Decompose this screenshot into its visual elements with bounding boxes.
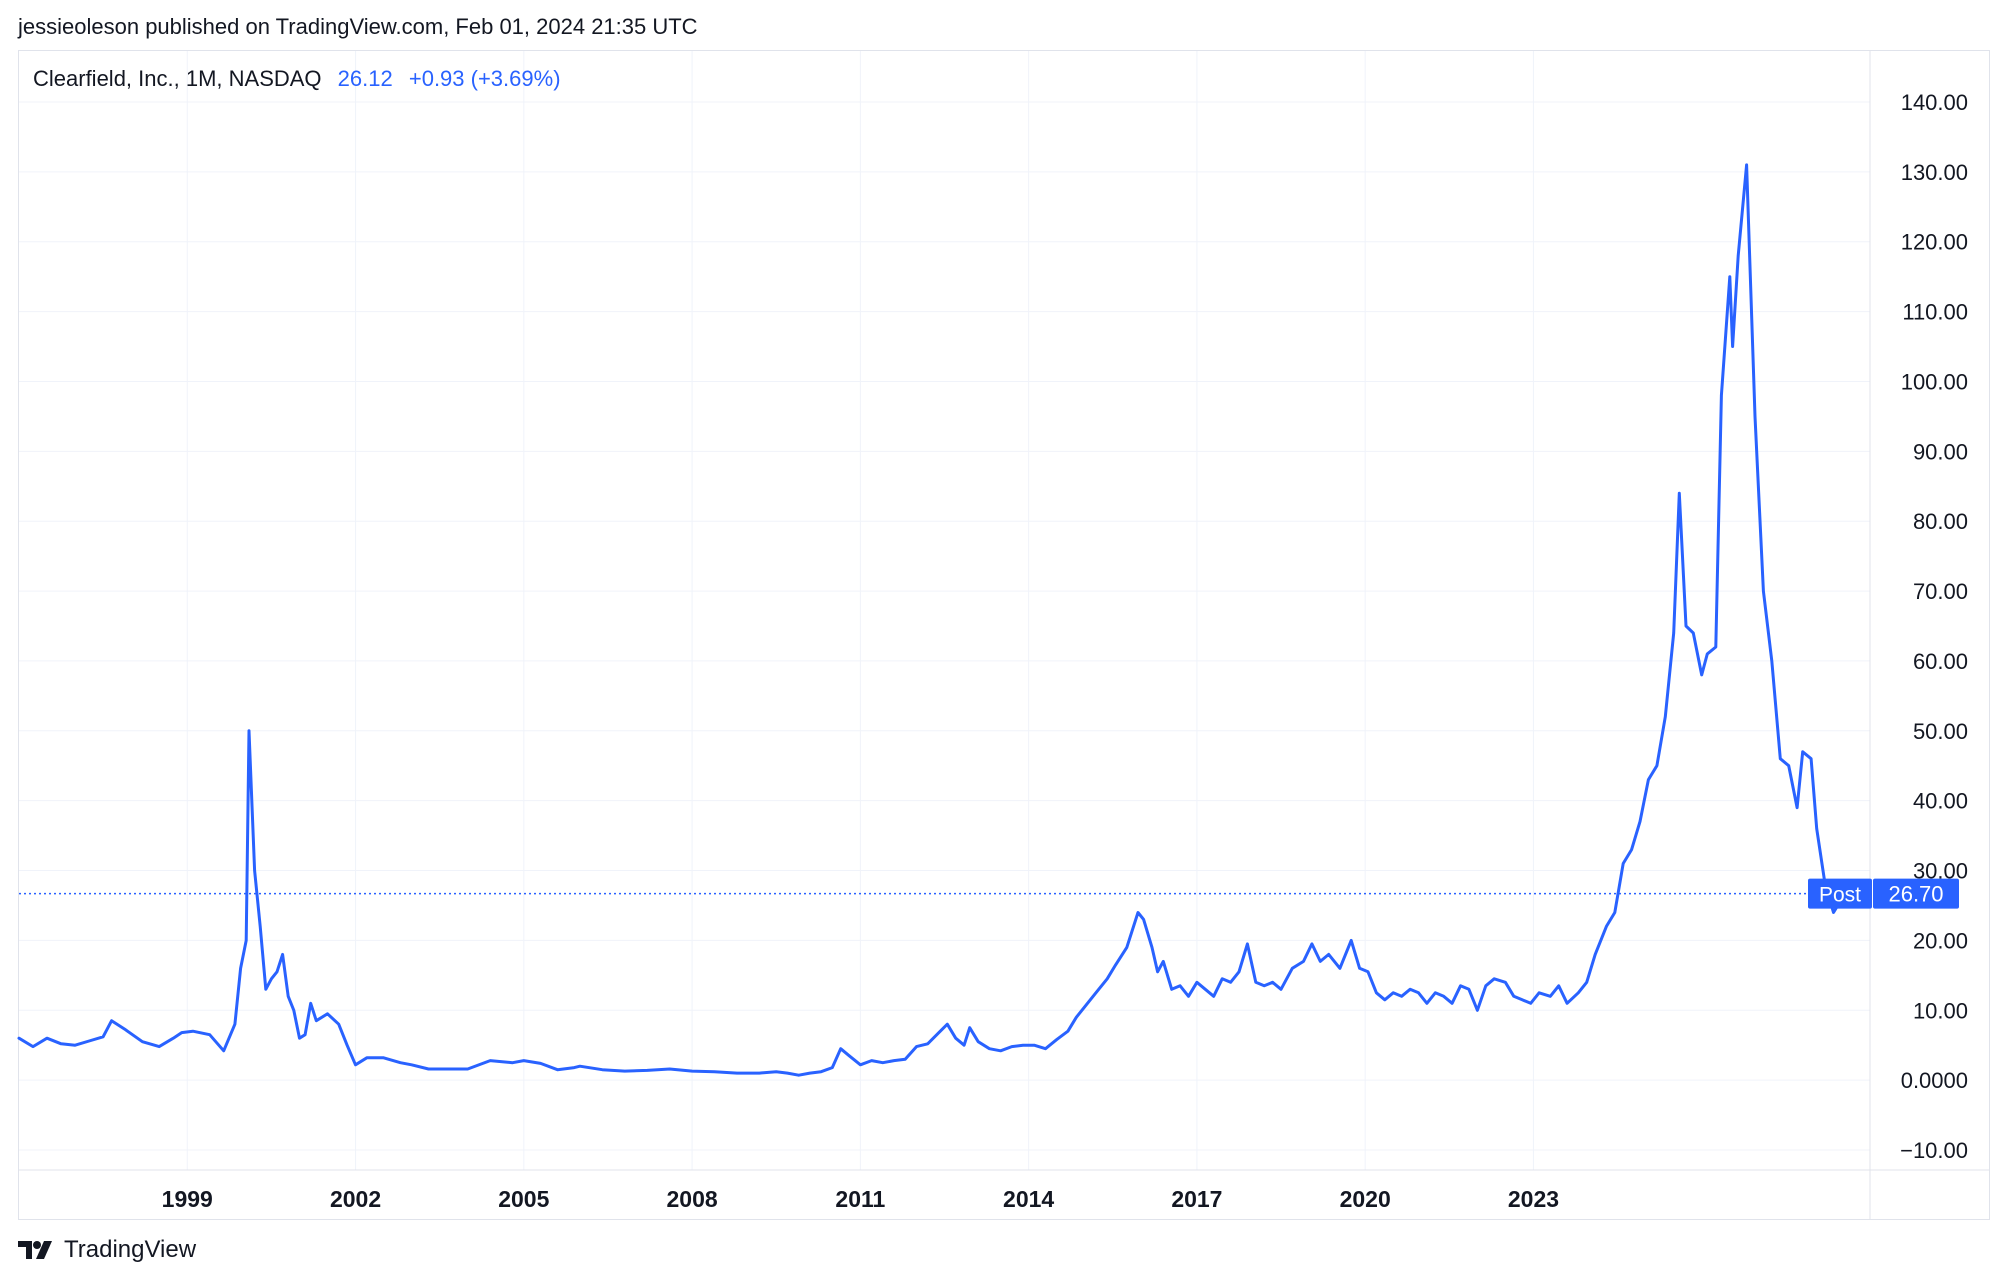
- x-tick-label: 2023: [1508, 1186, 1559, 1212]
- x-tick-label: 2008: [667, 1186, 718, 1212]
- y-tick-label: 80.00: [1913, 509, 1968, 534]
- y-tick-label: 10.00: [1913, 998, 1968, 1023]
- y-tick-label: 90.00: [1913, 439, 1968, 464]
- y-tick-label: 60.00: [1913, 649, 1968, 674]
- y-tick-label: −10.00: [1900, 1138, 1968, 1163]
- y-tick-label: 100.00: [1901, 369, 1968, 394]
- y-tick-label: 130.00: [1901, 160, 1968, 185]
- x-tick-label: 2005: [498, 1186, 549, 1212]
- post-tag-label: Post: [1819, 884, 1861, 907]
- chart-legend: Clearfield, Inc., 1M, NASDAQ 26.12 +0.93…: [33, 66, 561, 92]
- y-tick-label: 120.00: [1901, 230, 1968, 255]
- y-tick-label: 70.00: [1913, 579, 1968, 604]
- legend-change: +0.93 (+3.69%): [408, 66, 561, 91]
- y-tick-label: 50.00: [1913, 719, 1968, 744]
- price-axis-value: 26.70: [1888, 882, 1943, 907]
- published-info: jessieoleson published on TradingView.co…: [18, 14, 698, 39]
- x-tick-label: 2011: [835, 1186, 885, 1212]
- y-tick-label: 40.00: [1913, 789, 1968, 814]
- y-tick-label: 110.00: [1902, 300, 1968, 325]
- x-tick-label: 2014: [1003, 1186, 1054, 1212]
- footer-brand[interactable]: TradingView: [18, 1236, 196, 1264]
- x-tick-label: 1999: [162, 1186, 213, 1212]
- y-tick-label: 0.0000: [1901, 1068, 1968, 1093]
- x-tick-label: 2002: [330, 1186, 381, 1212]
- chart-frame: [18, 50, 1990, 1220]
- post-tag: [1808, 878, 1872, 909]
- footer-brand-label: TradingView: [64, 1236, 197, 1263]
- legend-symbol: Clearfield, Inc., 1M, NASDAQ: [33, 66, 322, 91]
- legend-last-price: 26.12: [337, 66, 393, 91]
- y-tick-label: 20.00: [1913, 928, 1968, 953]
- x-tick-label: 2020: [1340, 1186, 1391, 1212]
- price-chart[interactable]: 140.00 130.00 120.00 110.00 100.00 90.00 80.00…: [0, 0, 2000, 1230]
- price-series-line: [17, 163, 1850, 1077]
- price-axis-label: [1873, 878, 1959, 909]
- y-tick-label: 140.00: [1901, 90, 1968, 115]
- tradingview-logo-icon: [18, 1241, 52, 1259]
- x-tick-label: 2017: [1171, 1186, 1222, 1212]
